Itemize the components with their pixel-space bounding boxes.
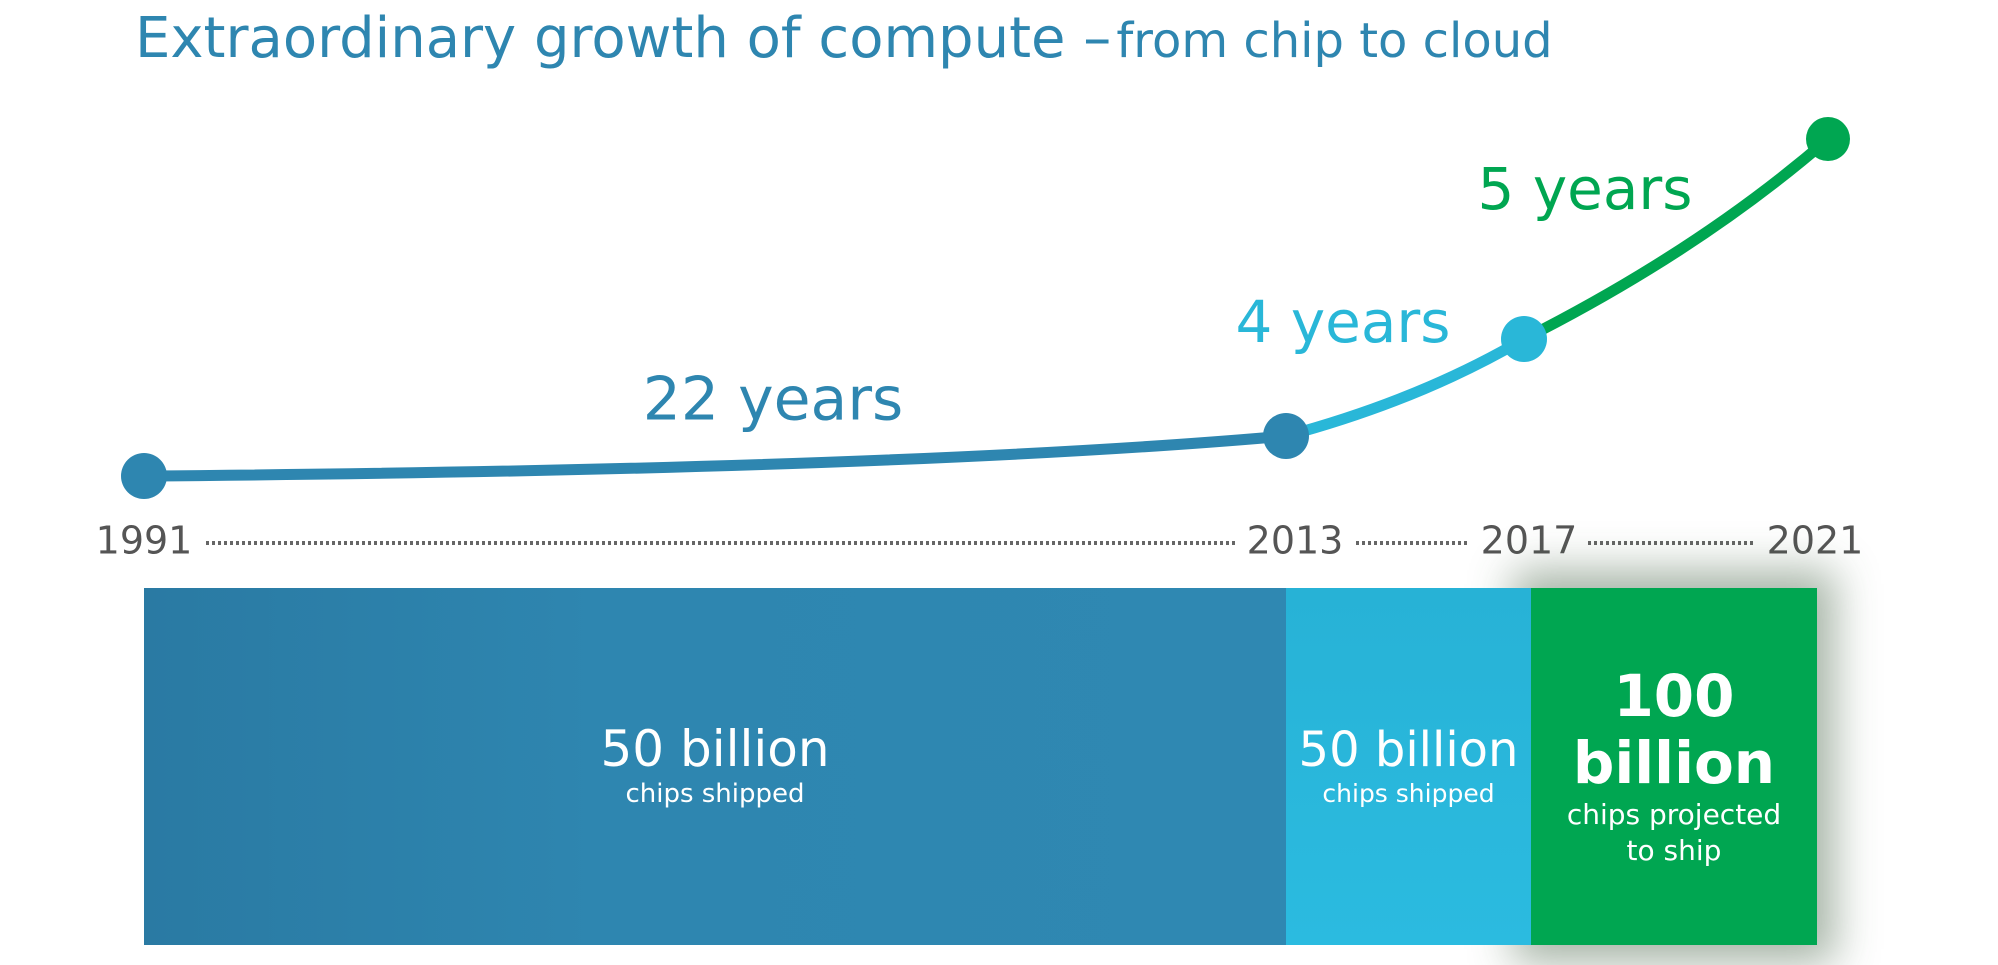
title: Extraordinary growth of compute –: [135, 6, 1112, 71]
milestone-dot: [1501, 316, 1547, 362]
curve-segment: [1521, 134, 1832, 344]
amount: 100 billion: [1572, 662, 1776, 798]
caption: chips shipped: [1322, 778, 1495, 808]
year-label: 2021: [1767, 519, 1864, 563]
curve-segment: [1284, 334, 1527, 442]
amount: 50 billion: [600, 719, 830, 778]
span-label: 5 years: [1478, 155, 1693, 223]
amount: 50 billion: [1298, 721, 1519, 778]
year-label: 2013: [1247, 519, 1344, 563]
year-label: 1991: [96, 519, 193, 563]
year-label: 2017: [1481, 519, 1578, 563]
milestone-dot: [1806, 117, 1850, 161]
subtitle: from chip to cloud: [1116, 13, 1553, 69]
title-block: Extraordinary growth of compute – from c…: [135, 6, 1553, 71]
span-label: 22 years: [643, 365, 904, 435]
curve-segment: [143, 430, 1287, 482]
block: 50 billion chips shipped: [1286, 588, 1531, 945]
span-label: 4 years: [1236, 288, 1451, 356]
block: 50 billion chips shipped: [144, 588, 1286, 945]
block: 100 billion chips projected to ship: [1531, 588, 1817, 945]
caption: chips shipped: [625, 779, 805, 810]
milestone-dot: [1263, 413, 1309, 459]
milestone-dot: [121, 453, 167, 499]
caption: chips projected to ship: [1566, 797, 1782, 868]
